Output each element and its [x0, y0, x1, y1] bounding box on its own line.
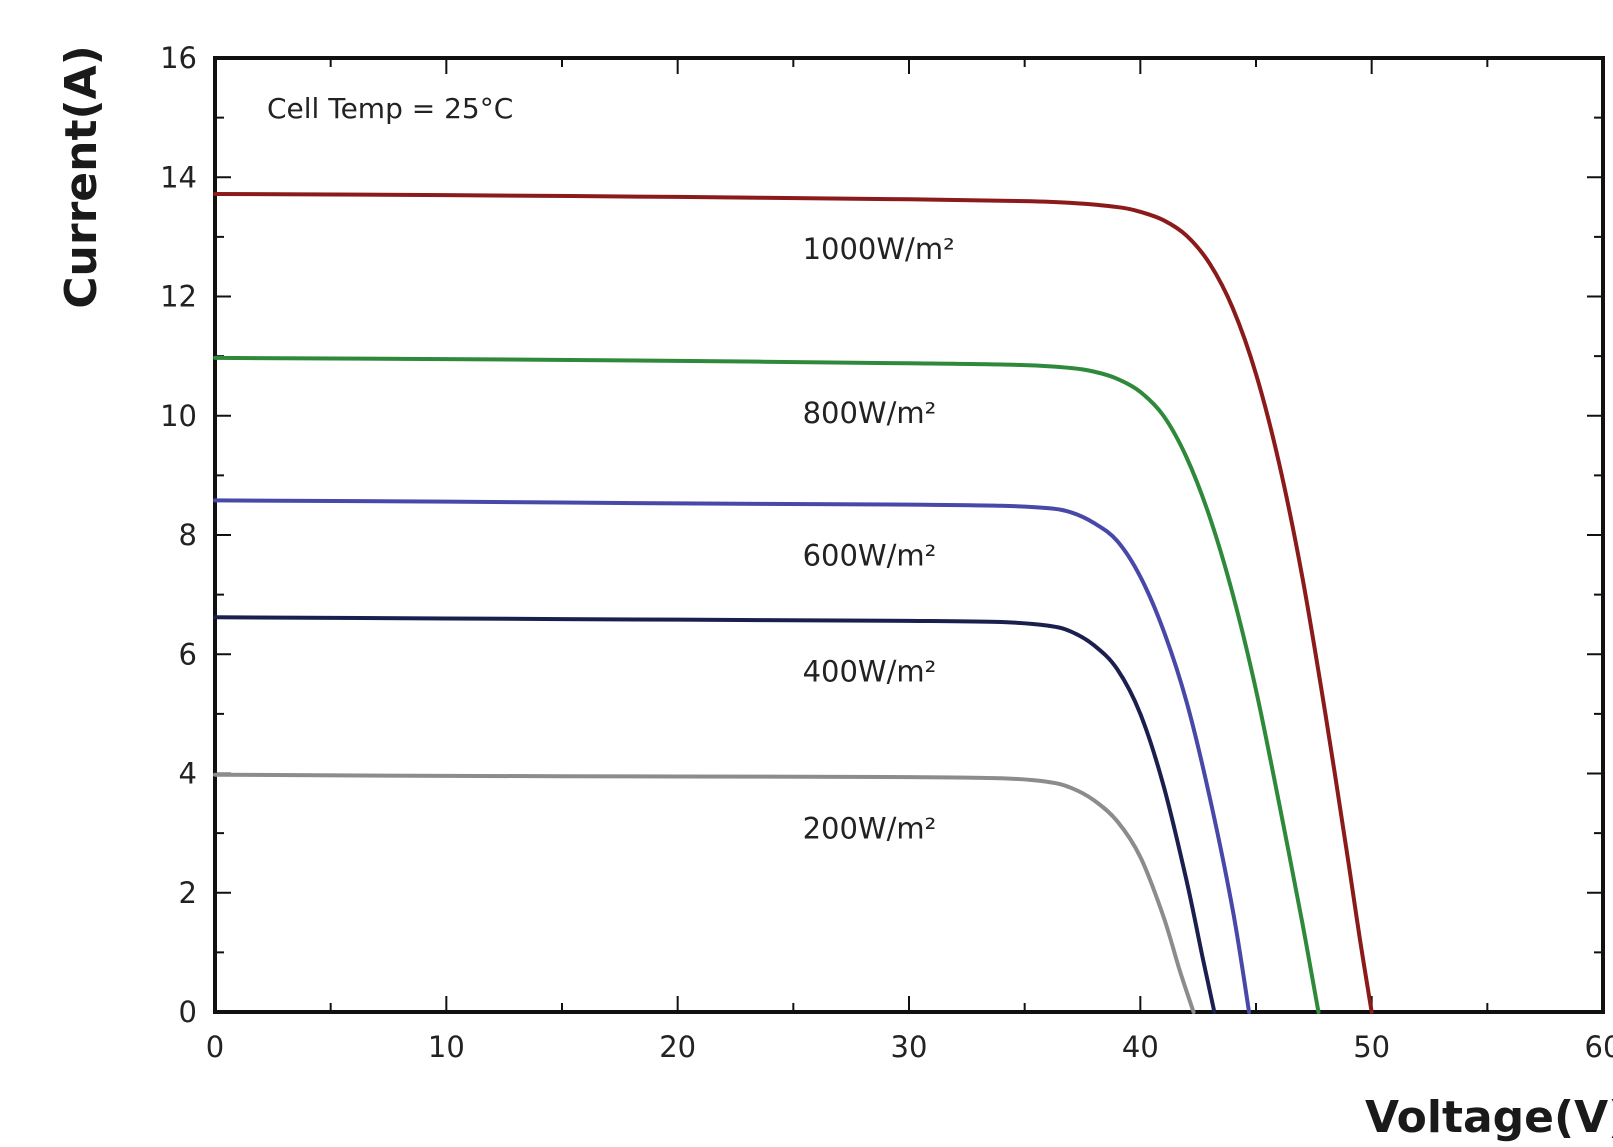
series-label-3: 400W/m²: [803, 655, 937, 689]
y-tick-label: 0: [179, 995, 197, 1029]
y-axis-title: Current(A): [56, 45, 107, 308]
y-tick-label: 2: [179, 876, 197, 910]
y-tick-label: 12: [160, 280, 197, 314]
series-line-4: [213, 772, 1196, 1014]
x-tick-label: 0: [206, 1030, 224, 1064]
series-line-1: [213, 355, 1321, 1014]
y-tick-label: 6: [179, 637, 197, 671]
x-tick-label: 30: [891, 1030, 928, 1064]
y-tick-label: 8: [179, 518, 197, 552]
x-tick-label: 10: [428, 1030, 465, 1064]
x-tick-label: 40: [1122, 1030, 1159, 1064]
series-line-3: [213, 615, 1217, 1014]
y-tick-label: 16: [160, 41, 197, 75]
x-tick-label: 60: [1585, 1030, 1613, 1064]
y-tick-label: 10: [160, 399, 197, 433]
series-label-4: 200W/m²: [803, 811, 937, 845]
series-group: [213, 191, 1374, 1014]
series-line-2: [213, 498, 1252, 1014]
series-label-0: 1000W/m²: [803, 232, 955, 266]
ticks-group: 0 10 20 30 40 50 60 0 2 4 6 8 10 12 14 16: [160, 41, 1613, 1064]
cell-temp-annotation: Cell Temp = 25°C: [267, 92, 513, 125]
x-axis-title: Voltage(V): [1365, 1092, 1613, 1143]
x-tick-label: 50: [1353, 1030, 1390, 1064]
x-tick-label: 20: [659, 1030, 696, 1064]
series-labels-group: 1000W/m² 800W/m² 600W/m² 400W/m² 200W/m²: [803, 232, 955, 846]
series-label-2: 600W/m²: [803, 538, 937, 572]
series-line-0: [213, 191, 1374, 1014]
y-tick-label: 14: [160, 160, 197, 194]
series-label-1: 800W/m²: [803, 396, 937, 430]
y-tick-label: 4: [179, 757, 197, 791]
